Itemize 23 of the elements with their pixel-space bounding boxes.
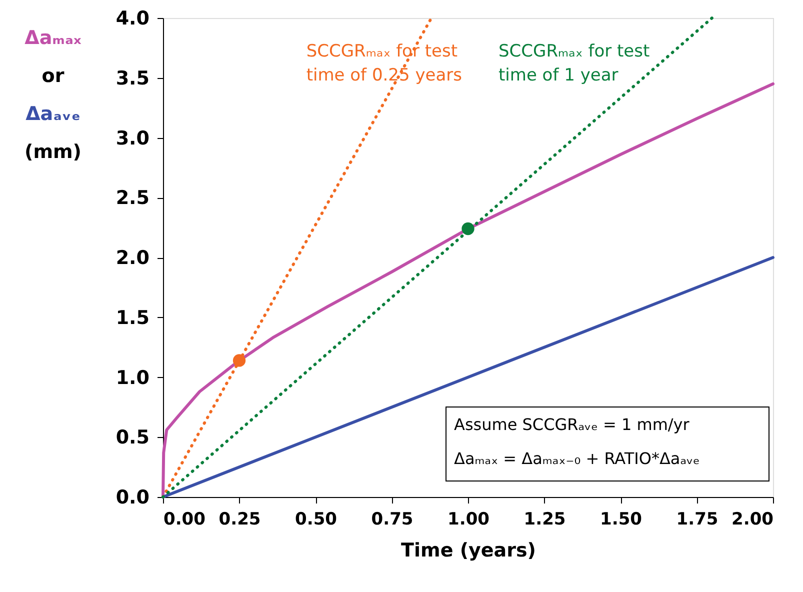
x-tick-label: 1.25 — [524, 510, 566, 530]
y-tick-label: 0.0 — [116, 486, 150, 508]
x-tick-label: 1.75 — [676, 510, 718, 530]
y-tick-label: 0.5 — [116, 426, 150, 449]
y-axis-title: Δaₘₐₓ or Δaₐᵥₑ (mm) — [24, 27, 82, 163]
x-tick-label: 1.50 — [600, 510, 642, 530]
y-tick-label: 2.5 — [116, 187, 150, 210]
annotation: SCCGRₘₐₓ for test time of 1 year — [498, 42, 650, 86]
y-tick-label: 1.5 — [116, 306, 150, 329]
y-tick-label: 3.0 — [116, 127, 150, 150]
y-tick-label: 3.5 — [116, 67, 150, 90]
x-tick-label: 0.00 — [164, 510, 206, 530]
y-tick-label: 2.0 — [116, 247, 150, 269]
y-tick-label: 4.0 — [116, 8, 150, 30]
x-tick-label: 2.00 — [732, 510, 774, 530]
annotation: Δaₘₐₓ = Δaₘₐₓ₋₀ + RATIO*Δaₐᵥₑ — [454, 449, 700, 468]
x-tick-label: 1.00 — [448, 510, 490, 530]
x-tick-label: 0.75 — [371, 510, 414, 530]
y-tick-label: 1.0 — [116, 366, 150, 389]
x-tick-label: 0.50 — [295, 510, 338, 530]
x-axis-title: Time (years) — [401, 540, 536, 562]
x-tick-label: 0.25 — [218, 510, 261, 530]
annotation: Assume SCCGRₐᵥₑ = 1 mm/yr — [454, 415, 690, 434]
